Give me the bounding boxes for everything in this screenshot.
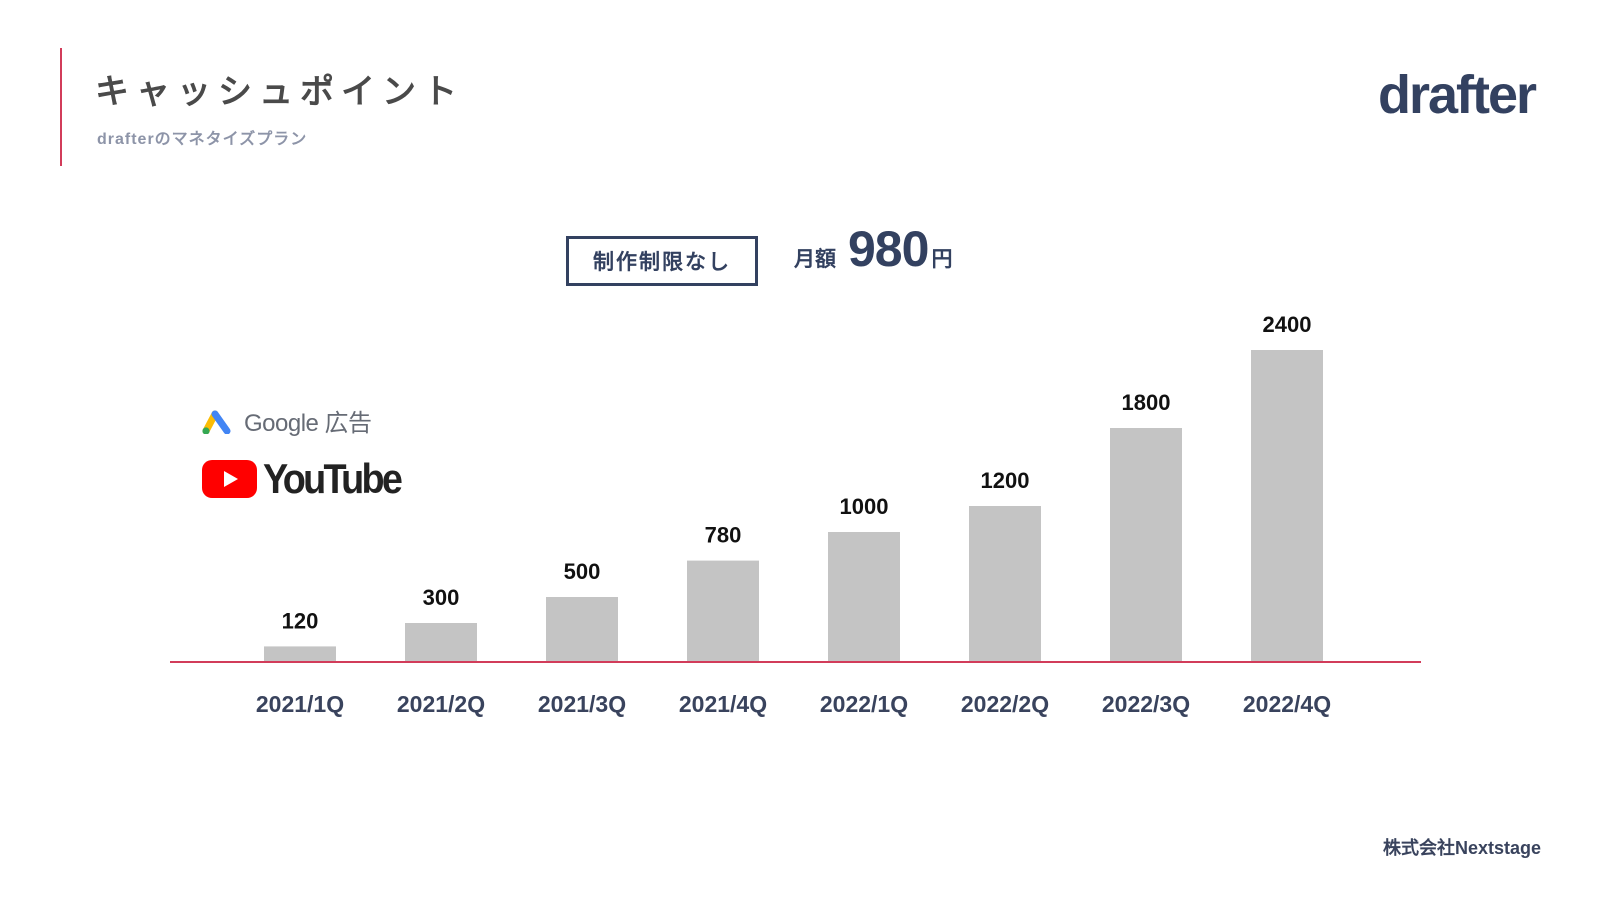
price-value: 980 [848, 221, 929, 277]
title-accent-bar [60, 48, 62, 166]
x-axis-tick-label: 2021/3Q [538, 691, 626, 717]
price-label: 月額 [794, 248, 836, 271]
bar-2021/2Q [405, 623, 477, 662]
page-title: キャッシュポイント [95, 73, 464, 111]
plan-badge: 制作制限なし [566, 236, 758, 286]
page-subtitle: drafterのマネタイズプラン [97, 131, 308, 148]
x-axis-tick-label: 2021/1Q [256, 691, 344, 717]
youtube-logo: YouTube [202, 458, 415, 500]
bar-value-label: 500 [564, 559, 601, 584]
bar-value-label: 1200 [981, 468, 1030, 493]
x-axis-tick-label: 2022/1Q [820, 691, 908, 717]
bar-2021/4Q [687, 560, 759, 662]
bar-value-label: 300 [423, 585, 460, 610]
x-axis-tick-label: 2021/4Q [679, 691, 767, 717]
drafter-logo: drafter [1378, 65, 1537, 125]
bar-value-label: 120 [282, 608, 319, 633]
google-ads-text: Google 広告 [244, 410, 372, 437]
company-name: 株式会社Nextstage [1383, 838, 1542, 858]
youtube-text: YouTube [263, 455, 403, 502]
bar-value-label: 780 [705, 523, 742, 548]
google-ads-icon [202, 410, 231, 434]
bar-2021/3Q [546, 597, 618, 662]
price-unit: 円 [931, 248, 953, 271]
x-axis-tick-label: 2022/2Q [961, 691, 1049, 717]
bar-2022/3Q [1110, 428, 1182, 662]
bar-value-label: 1800 [1122, 390, 1171, 415]
bar-2022/2Q [969, 506, 1041, 662]
bar-value-label: 1000 [840, 494, 889, 519]
x-axis-tick-label: 2022/4Q [1243, 691, 1331, 717]
x-axis-tick-label: 2022/3Q [1102, 691, 1190, 717]
bar-value-label: 2400 [1263, 312, 1312, 337]
bar-2021/1Q [264, 646, 336, 662]
monthly-price: 月額 980 円 [794, 224, 952, 274]
bar-2022/4Q [1251, 350, 1323, 662]
google-ads-logo: Google 広告 [202, 403, 372, 438]
bar-2022/1Q [828, 532, 900, 662]
x-axis-tick-label: 2021/2Q [397, 691, 485, 717]
youtube-play-icon [202, 460, 257, 498]
